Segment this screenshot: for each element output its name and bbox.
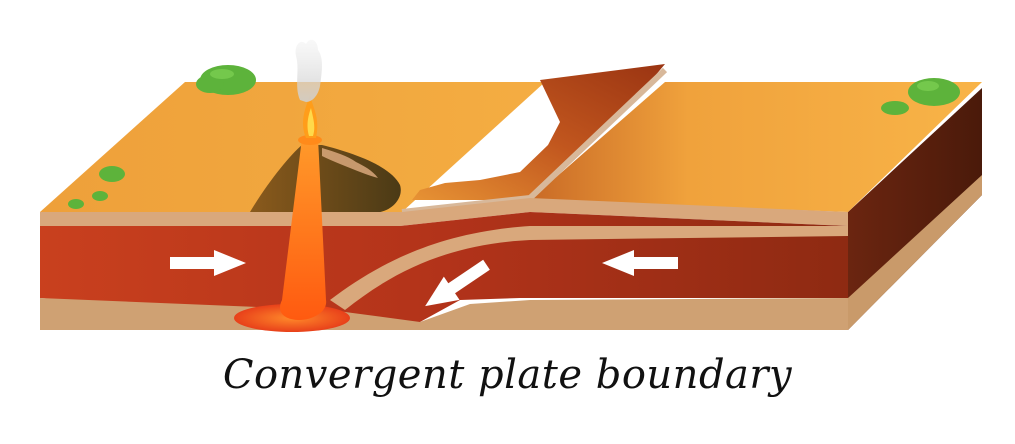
right-plate-arrow: [602, 250, 678, 276]
block-side-lower: [848, 175, 982, 330]
volcano-icon: [250, 145, 401, 212]
bush-highlight-icon: [210, 69, 939, 91]
left-plate-arrow: [170, 250, 246, 276]
lava-flow-icon: [322, 148, 378, 178]
right-plate-surface: [530, 82, 982, 212]
flame-core-icon: [307, 108, 315, 136]
smoke-icon: [295, 39, 322, 102]
subducting-slab-band: [330, 226, 848, 310]
diagram-caption: Convergent plate boundary: [222, 352, 793, 398]
subduction-arrow: [425, 259, 490, 307]
front-mantle: [40, 212, 848, 322]
left-plate-surface: [40, 82, 545, 212]
uplift-ridge: [412, 64, 665, 200]
magma-conduit-icon: [280, 138, 327, 320]
front-crust-band: [40, 198, 848, 226]
